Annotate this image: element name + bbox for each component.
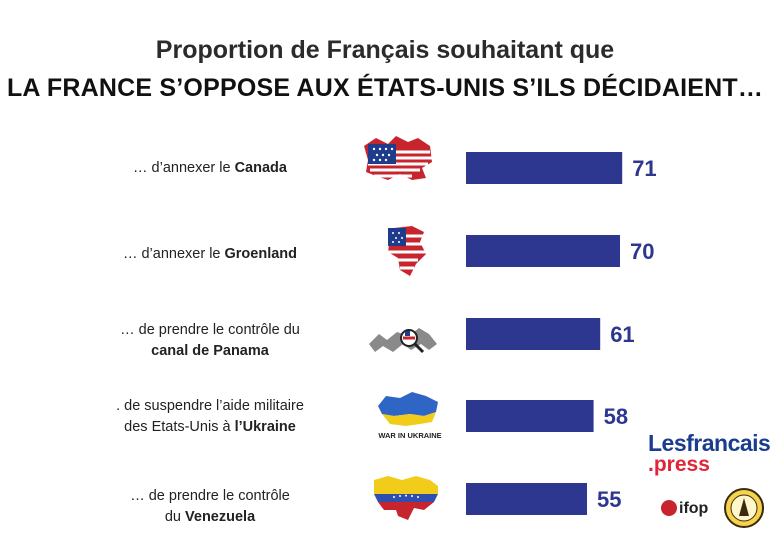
canada-us-flag-icon — [364, 136, 432, 180]
row-label-venezuela: … de prendre le contrôle du Venezuela — [60, 486, 360, 528]
brand-line2: .press — [648, 453, 710, 476]
brand-line1: Lesfrancais — [648, 430, 770, 456]
row-label-canada: … d’annexer le Canada — [60, 158, 360, 179]
bar-0 — [466, 152, 623, 184]
lesfrancais-press-logo: Lesfrancais .press — [648, 432, 770, 476]
row-label-text-2: du — [164, 509, 186, 525]
ukraine-war-icon: WAR IN UKRAINE — [378, 392, 442, 440]
greenland-us-flag-icon — [388, 226, 426, 276]
venezuela-flag-icon — [374, 476, 438, 520]
bar-4 — [466, 483, 587, 515]
row-label-bold: Canada — [234, 160, 287, 176]
ukraine-icon-caption: WAR IN UKRAINE — [378, 431, 441, 440]
row-label-bold: Groenland — [224, 246, 298, 262]
chart-title-line1: Proportion de Français souhaitant que — [155, 36, 615, 64]
row-label-panama: … de prendre le contrôle du canal de Pan… — [60, 320, 360, 362]
row-label-text: … d’annexer le — [133, 160, 235, 176]
row-label-bold: l’Ukraine — [234, 419, 296, 435]
chart-title-line2: LA FRANCE S’OPPOSE AUX ÉTATS-UNIS S’ILS … — [6, 74, 764, 102]
row-label-groenland: … d’annexer le Groenland — [60, 244, 360, 265]
bar-value-label-1: 70 — [630, 239, 654, 264]
row-label-text-2: des Etats-Unis à — [124, 419, 235, 435]
row-label-text: . de suspendre l’aide militaire — [116, 398, 304, 414]
row-label-text: … de prendre le contrôle du — [120, 322, 300, 338]
row-label-ukraine: . de suspendre l’aide militaire des Etat… — [60, 396, 360, 438]
bar-3 — [466, 400, 594, 432]
row-label-text: … de prendre le contrôle — [130, 488, 290, 504]
panama-map-icon — [369, 328, 437, 354]
bar-value-label-0: 71 — [632, 156, 656, 181]
ifop-logo-text: ifop — [679, 500, 709, 517]
bar-2 — [466, 318, 601, 350]
bar-value-label-2: 61 — [610, 322, 634, 347]
ifop-logo: ifop — [661, 500, 709, 517]
bar-value-label-4: 55 — [597, 487, 621, 512]
bar-1 — [466, 235, 620, 267]
row-label-bold: canal de Panama — [151, 343, 269, 359]
bar-value-label-3: 58 — [604, 404, 628, 429]
row-label-text: … d’annexer le — [122, 246, 225, 262]
row-label-bold: Venezuela — [185, 509, 256, 525]
seal-logo — [724, 488, 764, 528]
